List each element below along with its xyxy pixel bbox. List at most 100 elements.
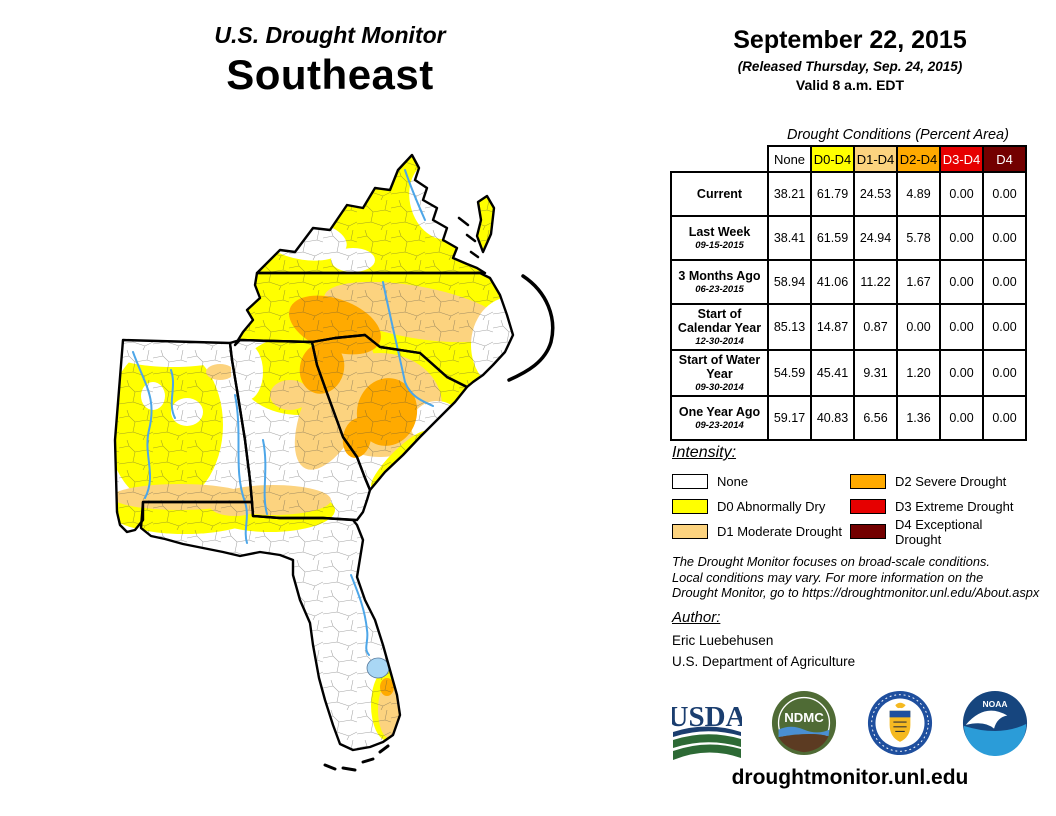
col-header-d2: D2-D4 (896, 145, 941, 173)
legend-item-d1: D1 Moderate Drought (672, 524, 850, 539)
cell-value: 24.94 (853, 215, 898, 261)
swatch-d4 (850, 524, 886, 539)
table-header-row: None D0-D4 D1-D4 D2-D4 D3-D4 D4 (671, 145, 1027, 173)
river-shenandoah (404, 169, 426, 221)
cell-value: 59.17 (767, 395, 812, 441)
author-block: Author: Eric Luebehusen U.S. Department … (672, 609, 855, 669)
table-row: One Year Ago 09-23-2014 59.17 40.83 6.56 … (670, 395, 1027, 441)
intensity-legend: Intensity: None D0 Abnormally Dry D1 Mod… (672, 444, 1028, 547)
site-url: droughtmonitor.unl.edu (731, 766, 969, 789)
doc-eagle (894, 702, 906, 709)
row-label: Start of Water Year 09-30-2014 (670, 349, 769, 397)
cell-value: 24.53 (853, 171, 898, 217)
legend-item-d0: D0 Abnormally Dry (672, 499, 850, 514)
cell-value: 0.00 (939, 259, 984, 305)
disclaimer-text: The Drought Monitor focuses on broad-sca… (672, 554, 1040, 601)
ndmc-ground (778, 734, 829, 753)
river-st-johns (350, 574, 370, 656)
state-outlines (113, 153, 515, 752)
cell-value: 0.00 (939, 395, 984, 441)
table-row: Last Week 09-15-2015 38.41 61.59 24.94 5.… (670, 215, 1027, 261)
doc-shield-stripes (893, 721, 907, 733)
author-org: U.S. Department of Agriculture (672, 654, 856, 669)
region-title: Southeast (226, 51, 434, 98)
doc-ring-text (870, 694, 929, 752)
outer-banks (507, 274, 555, 382)
noaa-logo: NOAA (962, 690, 1028, 756)
legend-item-d4: D4 Exceptional Drought (850, 517, 1028, 547)
cell-value: 0.00 (939, 303, 984, 351)
county-boundaries-texture (115, 155, 513, 750)
cell-value: 1.67 (896, 259, 941, 305)
cell-value: 9.31 (853, 349, 898, 397)
usda-logo: USDA (672, 701, 742, 760)
ndmc-wordmark: NDMC (785, 710, 825, 725)
col-header-d3: D3-D4 (939, 145, 984, 173)
cell-value: 61.59 (810, 215, 855, 261)
row-label: Current (670, 171, 769, 217)
agency-logos: USDA NDMC NOAA (672, 690, 1028, 764)
cell-value: 0.00 (982, 303, 1027, 351)
cell-value: 61.79 (810, 171, 855, 217)
cell-value: 0.87 (853, 303, 898, 351)
cell-value: 0.00 (982, 259, 1027, 305)
col-header-d1: D1-D4 (853, 145, 898, 173)
legend-item-none: None (672, 474, 850, 489)
cell-value: 6.56 (853, 395, 898, 441)
cell-value: 0.00 (982, 349, 1027, 397)
cell-value: 0.00 (982, 215, 1027, 261)
swatch-none (672, 474, 708, 489)
ndmc-wave (778, 726, 830, 738)
cell-value: 38.41 (767, 215, 812, 261)
valid-time: Valid 8 a.m. EDT (795, 77, 905, 93)
title-block: U.S. Drought Monitor Southeast (95, 22, 565, 99)
swatch-d0 (672, 499, 708, 514)
date-block: September 22, 2015 (Released Thursday, S… (672, 26, 1028, 93)
table-row: Start of Calendar Year 12-30-2014 85.13 1… (670, 303, 1027, 351)
cell-value: 0.00 (939, 215, 984, 261)
cell-value: 4.89 (896, 171, 941, 217)
table-corner-cell (671, 146, 768, 172)
ndmc-logo: NDMC (772, 690, 837, 756)
cell-value: 54.59 (767, 349, 812, 397)
rivers (132, 169, 434, 656)
usda-field-highlight (673, 742, 741, 751)
col-header-d4: D4 (982, 145, 1027, 173)
drought-conditions-table: None D0-D4 D1-D4 D2-D4 D3-D4 D4 Current … (670, 145, 1027, 441)
swatch-d1 (672, 524, 708, 539)
table-row: Current 38.21 61.79 24.53 4.89 0.00 0.00 (670, 171, 1027, 217)
cell-value: 0.00 (982, 395, 1027, 441)
table-row: Start of Water Year 09-30-2014 54.59 45.4… (670, 349, 1027, 397)
delmarva-peninsula (475, 194, 496, 254)
doc-shield-chief (889, 710, 911, 718)
cell-value: 14.87 (810, 303, 855, 351)
cell-value: 85.13 (767, 303, 812, 351)
cell-value: 1.36 (896, 395, 941, 441)
release-date: (Released Thursday, Sep. 24, 2015) (737, 59, 963, 74)
river-flint (262, 439, 268, 515)
author-heading: Author: (672, 609, 721, 626)
cell-value: 40.83 (810, 395, 855, 441)
river-alabama-tributary (170, 369, 176, 419)
cell-value: 0.00 (896, 303, 941, 351)
cell-value: 0.00 (982, 171, 1027, 217)
river-pee-dee (382, 281, 434, 407)
cell-value: 41.06 (810, 259, 855, 305)
drought-map (113, 153, 555, 772)
map-date: September 22, 2015 (733, 26, 967, 54)
cell-value: 5.78 (896, 215, 941, 261)
col-header-d0: D0-D4 (810, 145, 855, 173)
cell-value: 0.00 (939, 349, 984, 397)
cell-value: 1.20 (896, 349, 941, 397)
noaa-gull (965, 710, 1008, 729)
river-chattahoochee (234, 394, 248, 544)
usda-swoosh-line (673, 726, 741, 737)
usda-field (673, 734, 741, 760)
swatch-d2 (850, 474, 886, 489)
chesapeake-bay-detail (457, 216, 480, 259)
florida-keys (323, 744, 390, 772)
legend-item-d2: D2 Severe Drought (850, 474, 1028, 489)
commerce-seal (867, 690, 932, 756)
author-name: Eric Luebehusen (672, 633, 774, 648)
state-virginia (255, 153, 487, 275)
